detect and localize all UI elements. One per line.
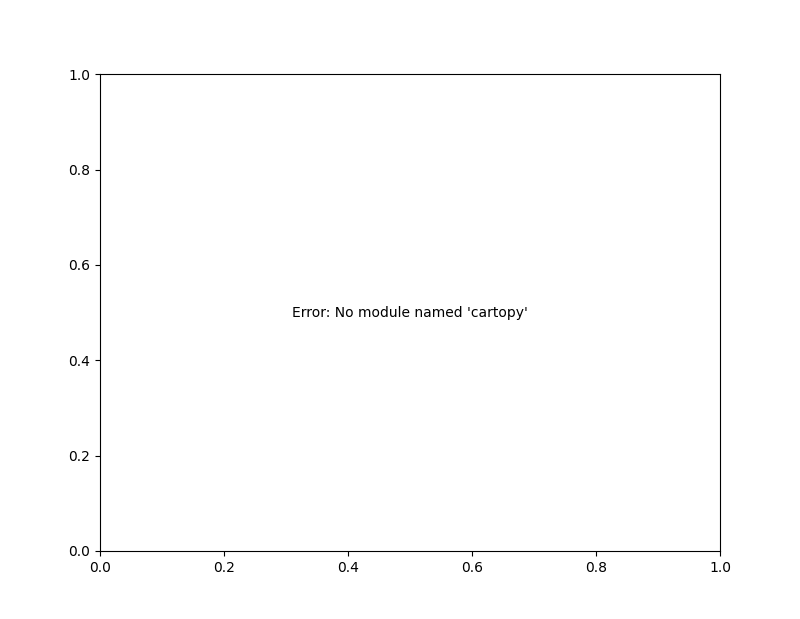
Text: Error: No module named 'cartopy': Error: No module named 'cartopy': [292, 306, 528, 319]
